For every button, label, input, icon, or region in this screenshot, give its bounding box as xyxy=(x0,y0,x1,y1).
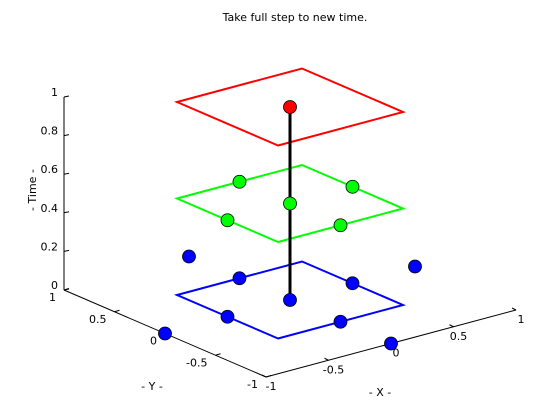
y-tick xyxy=(114,309,120,313)
y-axis-label: - Y - xyxy=(141,380,163,393)
x-tick xyxy=(324,357,329,361)
z-tick-label: 0 xyxy=(51,279,58,292)
z-tick xyxy=(63,249,70,252)
z-tick-label: 0.4 xyxy=(41,202,59,215)
z-tick-label: 0.2 xyxy=(41,240,59,253)
time-plane xyxy=(173,260,407,340)
grid-point xyxy=(182,249,196,264)
y-tick-label: 0 xyxy=(150,335,157,348)
y-tick xyxy=(265,375,272,378)
grid-point xyxy=(220,309,235,324)
z-tick-label: 0.8 xyxy=(41,125,59,138)
grid-point xyxy=(158,326,172,341)
x-tick-label: 1 xyxy=(518,313,525,326)
grid-point xyxy=(232,174,247,189)
time-plane xyxy=(173,67,407,147)
z-tick-label: 0.6 xyxy=(41,163,59,176)
x-tick xyxy=(261,374,267,378)
y-tick-label: -1 xyxy=(247,378,258,391)
x-tick-label: -0.5 xyxy=(323,363,344,376)
x-tick xyxy=(449,324,454,328)
grid-point xyxy=(384,336,398,351)
z-tick xyxy=(63,211,70,214)
x-tick-label: 0.5 xyxy=(450,330,468,343)
grid-point xyxy=(408,259,422,274)
x-tick-label: 0 xyxy=(393,347,400,360)
y-tick-label: 1 xyxy=(49,291,56,304)
time-plane xyxy=(173,163,407,244)
y-tick xyxy=(63,288,70,291)
grid-point xyxy=(283,100,297,114)
z-tick xyxy=(63,172,70,175)
grid-point xyxy=(333,314,348,329)
x-tick xyxy=(511,307,517,311)
grid-point xyxy=(345,179,360,194)
z-axis-label: - Time - xyxy=(26,169,39,211)
grid-point xyxy=(283,196,297,211)
x-axis-label: - X - xyxy=(369,386,391,399)
grid-point xyxy=(333,218,348,233)
chart-title: Take full step to new time. xyxy=(222,11,368,24)
z-tick-label: 1 xyxy=(51,86,58,99)
z-tick xyxy=(63,95,70,98)
grid-point xyxy=(283,293,297,307)
grid-point xyxy=(220,213,235,228)
x-tick-label: -1 xyxy=(266,380,277,393)
grid-point xyxy=(345,276,360,291)
y-tick xyxy=(215,353,221,356)
y-tick-label: -0.5 xyxy=(186,356,207,369)
grid-point xyxy=(232,271,247,286)
z-tick xyxy=(63,134,70,137)
y-tick-label: 0.5 xyxy=(89,313,107,326)
